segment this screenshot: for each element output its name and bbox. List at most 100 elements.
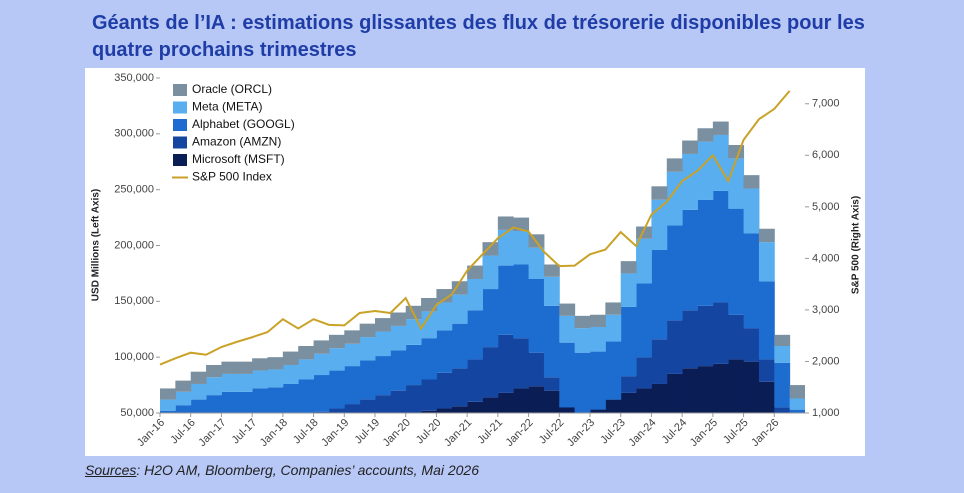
area-segment	[574, 352, 591, 413]
source-label: Sources	[85, 462, 137, 478]
area-segment	[758, 281, 775, 360]
area-segment	[236, 391, 253, 413]
area-segment	[712, 190, 729, 303]
area-segment	[267, 387, 284, 413]
y2-tick-label: 5,000	[812, 201, 840, 213]
area-segment	[743, 328, 760, 362]
area-segment	[390, 350, 407, 391]
area-segment	[651, 249, 668, 340]
area-segment	[758, 228, 775, 243]
area-segment	[513, 388, 530, 413]
area-segment	[758, 242, 775, 282]
area-segment	[175, 380, 192, 392]
area-segment	[666, 225, 683, 321]
area-segment	[375, 356, 391, 396]
area-segment	[651, 186, 668, 200]
legend-label: Amazon (AMZN)	[192, 135, 281, 149]
area-segment	[451, 281, 468, 295]
source: Sources: H2O AM, Bloomberg, Companies’ a…	[85, 462, 479, 478]
legend-swatch	[173, 101, 187, 114]
area-segment	[313, 353, 330, 376]
area-segment	[774, 407, 791, 413]
area-segment	[605, 302, 622, 315]
area-segment	[636, 238, 652, 284]
area-segment	[190, 383, 207, 400]
area-segment	[344, 330, 361, 344]
area-segment	[451, 368, 468, 407]
area-segment	[421, 297, 437, 312]
area-segment	[697, 128, 714, 142]
area-segment	[697, 199, 714, 306]
area-segment	[543, 276, 560, 306]
area-segment	[712, 363, 729, 413]
area-segment	[697, 141, 714, 200]
area-segment	[221, 391, 238, 413]
area-segment	[590, 351, 606, 410]
area-segment	[728, 359, 745, 413]
area-segment	[620, 306, 637, 377]
area-segment	[728, 208, 745, 315]
area-segment	[605, 341, 622, 400]
area-segment	[559, 315, 576, 343]
area-segment	[375, 395, 391, 413]
legend-label: Meta (META)	[192, 100, 262, 114]
area-segment	[328, 370, 345, 409]
area-segment	[436, 302, 453, 331]
area-segment	[636, 283, 652, 358]
area-segment	[328, 408, 345, 413]
legend-label: Oracle (ORCL)	[192, 82, 272, 96]
area-segment	[574, 315, 591, 329]
area-segment	[482, 242, 499, 256]
area-segment	[206, 395, 222, 413]
area-segment	[559, 303, 576, 316]
area-segment	[298, 379, 315, 413]
plot-area	[160, 121, 805, 413]
area-segment	[774, 346, 791, 363]
legend-swatch	[173, 84, 187, 96]
area-segment	[743, 188, 760, 234]
area-segment	[451, 323, 468, 369]
area-segment	[252, 370, 268, 389]
area-segment	[344, 404, 361, 413]
area-segment	[344, 343, 361, 367]
area-segment	[712, 121, 729, 135]
area-segment	[436, 372, 453, 409]
area-segment	[605, 314, 622, 342]
area-segment	[421, 338, 437, 380]
area-segment	[390, 312, 407, 326]
area-segment	[267, 369, 284, 388]
area-segment	[160, 388, 176, 400]
area-segment	[390, 325, 407, 351]
area-segment	[743, 233, 760, 329]
area-segment	[789, 385, 805, 399]
area-segment	[482, 255, 499, 290]
y-axis-title: USD Millions (Left Axis)	[91, 189, 102, 301]
area-segment	[528, 247, 545, 279]
line	[159, 90, 791, 366]
area-segment	[712, 134, 729, 191]
area-segment	[206, 377, 222, 396]
area-segment	[221, 373, 238, 392]
area-segment	[666, 158, 683, 172]
area-segment	[620, 273, 637, 307]
area-segment	[190, 399, 207, 413]
area-segment	[313, 375, 330, 412]
area-segment	[482, 397, 499, 413]
area-segment	[436, 289, 453, 303]
area-segment	[758, 359, 775, 382]
area-segment	[482, 289, 499, 348]
area-segment	[774, 362, 791, 408]
area-segment	[282, 383, 299, 413]
area-segment	[359, 323, 376, 338]
area-segment	[421, 311, 437, 339]
area-segment	[160, 399, 176, 411]
area-segment	[682, 209, 698, 311]
area-segment	[359, 360, 376, 400]
area-segment	[359, 399, 376, 413]
area-segment	[497, 334, 514, 393]
area-segment	[451, 294, 468, 324]
area-segment	[206, 364, 222, 378]
area-segment	[697, 305, 714, 367]
title: Géants de l’IA : estimations glissantes …	[92, 12, 865, 61]
